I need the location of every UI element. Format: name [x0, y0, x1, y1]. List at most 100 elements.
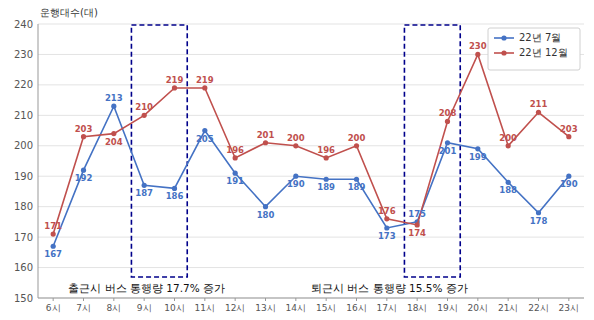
x-tick-label: 19시	[437, 303, 457, 313]
data-label: 186	[166, 191, 184, 201]
grid-line	[38, 115, 584, 116]
grid-line	[38, 24, 584, 25]
x-tick	[538, 298, 539, 301]
x-tick-label: 13시	[255, 303, 275, 313]
plot-data	[51, 52, 572, 249]
x-tick	[326, 298, 327, 301]
series-point	[324, 177, 329, 182]
x-tick	[447, 298, 448, 301]
x-tick	[386, 298, 387, 301]
data-label: 180	[257, 210, 275, 220]
x-tick-label: 11시	[195, 303, 215, 313]
series-point	[51, 244, 56, 249]
x-tick	[53, 298, 54, 301]
data-label: 191	[226, 176, 244, 186]
y-axis-label: 운행대수(대)	[40, 7, 98, 18]
series-point	[263, 204, 268, 209]
data-label: 176	[378, 206, 396, 216]
data-label: 203	[560, 124, 578, 134]
data-label: 178	[530, 216, 548, 226]
data-label: 204	[105, 137, 123, 147]
series-point	[81, 168, 86, 173]
annotation: 출근시 버스 통행량 17.7% 증가	[68, 282, 225, 294]
data-label: 200	[348, 133, 366, 143]
series-point	[506, 180, 511, 185]
data-label: 200	[287, 133, 305, 143]
series-point	[51, 231, 56, 236]
series-point	[354, 143, 359, 148]
legend-label: 22년 12월	[519, 47, 568, 58]
x-tick-label: 10시	[164, 303, 184, 313]
x-tick-label: 18시	[407, 303, 427, 313]
annotation: 퇴근시 버스 통행량 15.5% 증가	[311, 282, 468, 294]
x-tick-label: 17시	[377, 303, 397, 313]
series-point	[384, 216, 389, 221]
series-point	[475, 146, 480, 151]
data-label: 211	[530, 99, 548, 109]
y-tick-label: 230	[14, 49, 33, 60]
series-point	[233, 171, 238, 176]
data-label: 200	[499, 133, 517, 143]
legend-label: 22년 7월	[519, 32, 561, 43]
y-tick-label: 210	[14, 110, 33, 121]
data-label: 173	[378, 231, 396, 241]
x-tick-label: 15시	[316, 303, 336, 313]
legend: 22년 7월 22년 12월	[488, 28, 580, 70]
series-point	[354, 177, 359, 182]
data-label: 203	[75, 124, 93, 134]
data-label: 201	[439, 146, 457, 156]
data-labels: 1671922131871862051911801901891891731752…	[44, 41, 577, 259]
x-tick	[174, 298, 175, 301]
series-point	[111, 131, 116, 136]
x-tick	[477, 298, 478, 301]
data-label: 219	[166, 75, 184, 85]
series-point	[202, 85, 207, 90]
x-tick-label: 9시	[137, 303, 152, 313]
series-point	[293, 143, 298, 148]
x-tick-label: 14시	[286, 303, 306, 313]
chart: 1501601701801902002102202302406시7시8시9시10…	[0, 0, 594, 320]
grid-line	[38, 84, 584, 85]
data-label: 175	[408, 209, 426, 219]
series-point	[384, 225, 389, 230]
data-label: 219	[196, 75, 214, 85]
x-tick-label: 6시	[46, 303, 61, 313]
x-tick	[235, 298, 236, 301]
data-label: 189	[348, 182, 366, 192]
series-point	[415, 222, 420, 227]
series-line	[53, 106, 569, 246]
series-point	[263, 140, 268, 145]
series-point	[233, 155, 238, 160]
x-tick	[113, 298, 114, 301]
series-point	[475, 52, 480, 57]
series-point	[142, 113, 147, 118]
x-tick	[417, 298, 418, 301]
x-tick-label: 22시	[528, 303, 548, 313]
series-point	[566, 134, 571, 139]
y-tick-label: 200	[14, 140, 33, 151]
highlight-box	[131, 25, 187, 277]
data-label: 205	[196, 134, 214, 144]
legend-marker	[501, 50, 506, 55]
y-tick-label: 170	[14, 232, 33, 243]
grid-line	[38, 298, 584, 299]
data-label: 171	[44, 221, 62, 231]
grid-line	[38, 237, 584, 238]
data-label: 187	[135, 188, 153, 198]
series-point	[536, 210, 541, 215]
x-tick-label: 12시	[225, 303, 245, 313]
series-point	[293, 174, 298, 179]
series-point	[172, 186, 177, 191]
x-tick	[144, 298, 145, 301]
x-tick	[568, 298, 569, 301]
grid	[38, 24, 584, 298]
data-label: 213	[105, 93, 123, 103]
y-tick-label: 220	[14, 79, 33, 90]
series-point	[506, 143, 511, 148]
y-axis	[38, 24, 39, 298]
data-label: 199	[469, 152, 487, 162]
x-tick	[356, 298, 357, 301]
y-tick-label: 180	[14, 201, 33, 212]
x-tick	[204, 298, 205, 301]
y-tick-label: 190	[14, 171, 33, 182]
